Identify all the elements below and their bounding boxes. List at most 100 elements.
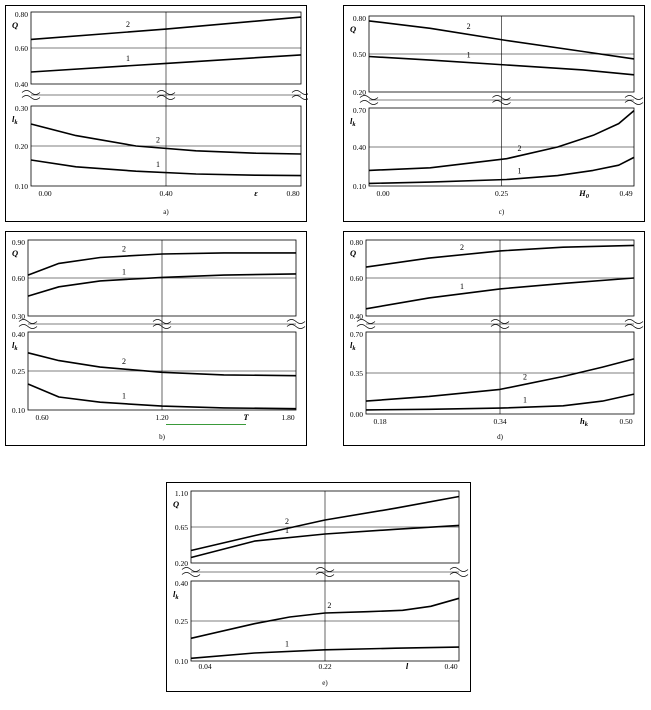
- top-y-tick-label: 0.90: [12, 238, 25, 247]
- panel-caption: b): [159, 433, 166, 441]
- panel-caption: a): [163, 208, 169, 216]
- top-series-1-label: 1: [122, 268, 126, 277]
- top-y-axis-label: Q: [173, 499, 179, 509]
- x-axis-label: ε: [254, 188, 258, 198]
- top-y-axis-label: Q: [350, 248, 356, 258]
- top-series-2-line: [365, 244, 635, 268]
- top-y-tick-label: 0.30: [12, 312, 25, 321]
- bottom-y-axis-label: lk: [12, 114, 18, 126]
- x-axis-label: H0: [578, 188, 590, 200]
- bottom-y-tick-label: 0.10: [353, 182, 366, 191]
- top-series-2-label: 2: [467, 22, 471, 31]
- bottom-series-1-line: [365, 393, 635, 411]
- x-axis-label: hk: [580, 416, 589, 428]
- bottom-series-1-label: 1: [518, 167, 522, 176]
- x-tick-label: 0.22: [318, 662, 331, 671]
- bottom-series-1-label: 1: [122, 392, 126, 401]
- x-tick-label: 0.50: [619, 417, 632, 426]
- chart-panel-b: 0.90 0.60 0.30 Q 1 2 0.40 0.25 0.10 lk 1 2 0.60 1.20 1…: [5, 231, 307, 446]
- top-y-tick-label: 0.80: [350, 238, 363, 247]
- bottom-series-1-label: 1: [156, 160, 160, 169]
- x-tick-label: 0.60: [35, 413, 48, 422]
- top-series-2-line: [190, 495, 460, 552]
- top-y-tick-label: 0.65: [175, 523, 188, 532]
- top-series-1-line: [27, 273, 297, 297]
- bottom-series-2-label: 2: [523, 373, 527, 382]
- bottom-series-1-line: [30, 159, 302, 177]
- x-tick-label: 0.00: [376, 189, 389, 198]
- bottom-series-2-label: 2: [122, 357, 126, 366]
- bottom-y-axis-label: lk: [350, 116, 356, 128]
- bottom-y-tick-label: 0.35: [350, 369, 363, 378]
- bottom-series-2-line: [368, 109, 635, 172]
- axis-break-mark: [356, 319, 376, 329]
- axis-break-mark: [181, 567, 201, 577]
- top-series-2-label: 2: [122, 244, 126, 253]
- axis-break-mark: [21, 90, 41, 100]
- x-axis-label: l: [406, 661, 409, 671]
- bottom-series-1-line: [190, 646, 460, 660]
- panel-caption: c): [499, 208, 505, 216]
- top-y-tick-label: 0.40: [15, 80, 28, 89]
- axis-break-mark: [624, 319, 644, 329]
- panel-caption: e): [322, 679, 328, 687]
- top-y-tick-label: 0.50: [353, 50, 366, 59]
- chart-panel-d: 0.80 0.60 0.40 Q 1 2 0.70 0.35 0.00 lk 1 2 0.18 0.34 0…: [343, 231, 645, 446]
- bottom-series-2-label: 2: [156, 136, 160, 145]
- top-series-1-label: 1: [126, 54, 130, 63]
- top-y-axis-label: Q: [350, 24, 356, 34]
- x-tick-label: 0.00: [38, 189, 51, 198]
- top-series-1-label: 1: [460, 282, 464, 291]
- top-y-tick-label: 0.20: [175, 559, 188, 568]
- top-y-tick-label: 0.20: [353, 88, 366, 97]
- bottom-series-1-label: 1: [523, 395, 527, 404]
- top-y-tick-label: 1.10: [175, 489, 188, 498]
- top-y-axis-label: Q: [12, 248, 18, 258]
- top-series-2-label: 2: [285, 517, 289, 526]
- top-y-tick-label: 0.60: [350, 274, 363, 283]
- bottom-series-1-line: [368, 156, 635, 185]
- top-series-2-line: [368, 20, 635, 60]
- top-series-1-line: [30, 54, 302, 73]
- x-tick-label: 0.49: [619, 189, 632, 198]
- bottom-y-tick-label: 0.40: [353, 143, 366, 152]
- bottom-series-2-label: 2: [327, 601, 331, 610]
- axis-break-mark: [359, 95, 379, 105]
- bottom-y-tick-label: 0.10: [175, 657, 188, 666]
- chart-svg: 0.80 0.60 0.40 Q 1 2 0.30 0.20 0.10 lk 1 2 0.00 0.40 0…: [12, 10, 308, 216]
- bottom-y-tick-label: 0.70: [350, 330, 363, 339]
- bottom-y-tick-label: 0.10: [12, 406, 25, 415]
- bottom-y-tick-label: 0.25: [175, 617, 188, 626]
- bottom-y-tick-label: 0.70: [353, 106, 366, 115]
- top-y-tick-label: 0.80: [15, 10, 28, 19]
- bottom-y-tick-label: 0.25: [12, 367, 25, 376]
- top-y-tick-label: 0.60: [12, 274, 25, 283]
- x-tick-label: 1.80: [281, 413, 294, 422]
- top-series-2-line: [27, 252, 296, 276]
- top-series-2-label: 2: [460, 243, 464, 252]
- axis-break-mark: [315, 567, 335, 577]
- bottom-y-axis-label: lk: [173, 589, 179, 601]
- x-tick-label: 1.20: [155, 413, 168, 422]
- axis-break-mark: [291, 90, 308, 100]
- axis-break-mark: [18, 319, 38, 329]
- axis-break-mark: [492, 95, 511, 105]
- axis-break-mark: [286, 319, 306, 329]
- x-tick-label: 0.80: [286, 189, 299, 198]
- axis-break-mark: [156, 90, 176, 100]
- x-tick-label: 0.40: [444, 662, 457, 671]
- bottom-y-axis-label: lk: [350, 340, 356, 352]
- bottom-series-1-line: [27, 383, 297, 410]
- top-y-tick-label: 0.40: [350, 312, 363, 321]
- bottom-series-1-label: 1: [285, 640, 289, 649]
- axis-break-mark: [152, 319, 172, 329]
- top-series-1-line: [368, 55, 635, 76]
- chart-panel-a: 0.80 0.60 0.40 Q 1 2 0.30 0.20 0.10 lk 1 2 0.00 0.40 0…: [5, 5, 308, 222]
- top-series-1-line: [365, 277, 635, 310]
- bottom-y-tick-label: 0.40: [12, 330, 25, 339]
- top-series-1-label: 1: [467, 50, 471, 59]
- chart-svg: 0.80 0.50 0.20 Q 1 2 0.70 0.40 0.10 lk 1 2 0.00 0.25 0…: [350, 14, 644, 216]
- top-y-tick-label: 0.80: [353, 14, 366, 23]
- chart-svg: 0.90 0.60 0.30 Q 1 2 0.40 0.25 0.10 lk 1 2 0.60 1.20 1…: [12, 238, 306, 441]
